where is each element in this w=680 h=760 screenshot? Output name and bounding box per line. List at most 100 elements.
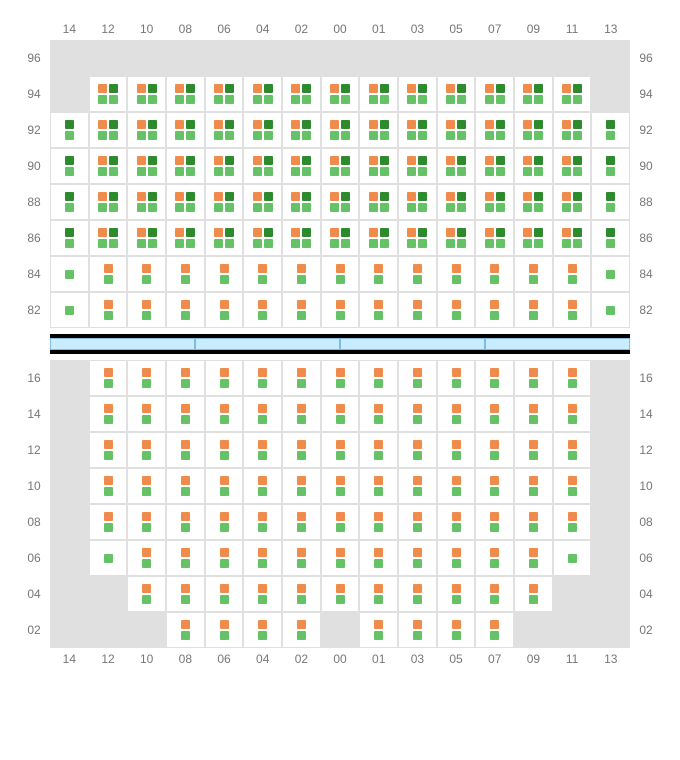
seat[interactable] [573,239,582,248]
seat[interactable] [104,311,113,320]
seat[interactable] [142,476,151,485]
seat[interactable] [225,84,234,93]
seat[interactable] [490,548,499,557]
seat[interactable] [258,311,267,320]
seat[interactable] [496,203,505,212]
seat[interactable] [142,440,151,449]
seat[interactable] [485,95,494,104]
seat[interactable] [452,440,461,449]
seat[interactable] [374,620,383,629]
seat[interactable] [302,156,311,165]
seat[interactable] [529,451,538,460]
seat[interactable] [369,95,378,104]
seat[interactable] [341,239,350,248]
seat[interactable] [148,167,157,176]
seat[interactable] [457,131,466,140]
seat[interactable] [297,368,306,377]
seat[interactable] [181,487,190,496]
seat[interactable] [330,192,339,201]
seat[interactable] [573,156,582,165]
seat[interactable] [485,167,494,176]
seat[interactable] [562,156,571,165]
seat[interactable] [496,156,505,165]
seat[interactable] [534,228,543,237]
seat[interactable] [225,167,234,176]
seat[interactable] [529,404,538,413]
seat[interactable] [452,451,461,460]
seat[interactable] [297,620,306,629]
seat[interactable] [186,203,195,212]
seat[interactable] [186,131,195,140]
seat[interactable] [490,620,499,629]
seat[interactable] [258,379,267,388]
seat[interactable] [109,228,118,237]
seat[interactable] [148,95,157,104]
seat[interactable] [302,131,311,140]
seat[interactable] [142,264,151,273]
seat[interactable] [98,228,107,237]
seat[interactable] [253,192,262,201]
seat[interactable] [98,120,107,129]
seat[interactable] [573,84,582,93]
seat[interactable] [496,120,505,129]
seat[interactable] [220,620,229,629]
seat[interactable] [214,192,223,201]
seat[interactable] [568,512,577,521]
seat[interactable] [452,631,461,640]
seat[interactable] [529,487,538,496]
seat[interactable] [523,239,532,248]
seat[interactable] [413,620,422,629]
seat[interactable] [225,156,234,165]
seat[interactable] [573,95,582,104]
seat[interactable] [523,120,532,129]
seat[interactable] [369,203,378,212]
seat[interactable] [452,300,461,309]
seat[interactable] [65,156,74,165]
seat[interactable] [104,554,113,563]
seat[interactable] [407,120,416,129]
seat[interactable] [297,275,306,284]
seat[interactable] [523,156,532,165]
seat[interactable] [302,203,311,212]
seat[interactable] [297,264,306,273]
seat[interactable] [104,523,113,532]
seat[interactable] [225,131,234,140]
seat[interactable] [523,131,532,140]
seat[interactable] [452,559,461,568]
seat[interactable] [418,228,427,237]
seat[interactable] [413,631,422,640]
seat[interactable] [104,487,113,496]
seat[interactable] [562,239,571,248]
seat[interactable] [181,415,190,424]
seat[interactable] [137,84,146,93]
seat[interactable] [186,156,195,165]
seat[interactable] [529,548,538,557]
seat[interactable] [148,203,157,212]
seat[interactable] [573,167,582,176]
seat[interactable] [380,120,389,129]
seat[interactable] [98,192,107,201]
seat[interactable] [562,167,571,176]
seat[interactable] [142,451,151,460]
seat[interactable] [220,440,229,449]
seat[interactable] [369,84,378,93]
seat[interactable] [264,239,273,248]
seat[interactable] [148,156,157,165]
seat[interactable] [302,167,311,176]
seat[interactable] [374,311,383,320]
seat[interactable] [142,275,151,284]
seat[interactable] [452,487,461,496]
seat[interactable] [98,95,107,104]
seat[interactable] [181,523,190,532]
seat[interactable] [529,523,538,532]
seat[interactable] [529,275,538,284]
seat[interactable] [181,275,190,284]
seat[interactable] [534,192,543,201]
seat[interactable] [302,120,311,129]
seat[interactable] [452,595,461,604]
seat[interactable] [297,548,306,557]
seat[interactable] [65,167,74,176]
seat[interactable] [490,404,499,413]
seat[interactable] [148,120,157,129]
seat[interactable] [137,228,146,237]
